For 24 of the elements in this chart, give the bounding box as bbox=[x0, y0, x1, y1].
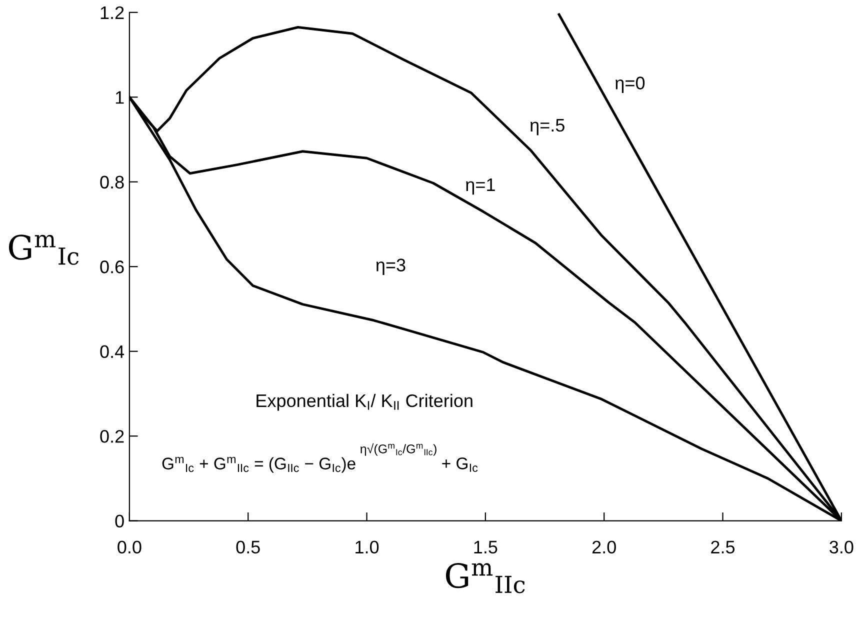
y-tick-label: 0.8 bbox=[100, 176, 124, 189]
annotation: Exponential K$_{I}$/ K$_{II}$ Criterion bbox=[256, 394, 472, 411]
y-tick-label: 0.2 bbox=[100, 430, 124, 443]
x-tick-label: 2.5 bbox=[711, 540, 735, 554]
annotation: η=.5 bbox=[530, 119, 564, 136]
y-tick-label: 0.6 bbox=[100, 260, 124, 274]
annotation: η=3 bbox=[376, 258, 406, 276]
annotation: η=1 bbox=[466, 178, 495, 195]
y-tick-label: 0.4 bbox=[100, 345, 124, 358]
annotation: η√(G$^{m}$$_{Ic}$/G$^{m}$$_{IIc}$) bbox=[360, 443, 436, 456]
annotation: + G$_{Ic}$ bbox=[442, 458, 478, 472]
x-tick-label: 0.0 bbox=[118, 540, 142, 554]
y-tick-label: 1.2 bbox=[100, 6, 124, 19]
annotation: η=0 bbox=[616, 76, 645, 93]
x-axis-title: G$^{m}$$_{IIc}$ bbox=[446, 562, 525, 594]
y-axis-title: G$^{m}$$_{Ic}$ bbox=[8, 234, 79, 265]
x-tick-label: 2.0 bbox=[592, 540, 616, 554]
x-tick-label: 3.0 bbox=[830, 540, 854, 554]
x-tick-label: 1.5 bbox=[474, 540, 498, 554]
y-tick-label: 0 bbox=[115, 514, 124, 528]
y-tick-label: 1 bbox=[116, 91, 124, 104]
x-tick-label: 1.0 bbox=[356, 540, 379, 554]
text: G$^{m}$$_{Ic}$ + G$^{m}$$_{IIc}$ = (G$_{IIc}$ − G$_{Ic}$)e bbox=[162, 456, 356, 473]
x-tick-label: 0.5 bbox=[236, 540, 260, 554]
